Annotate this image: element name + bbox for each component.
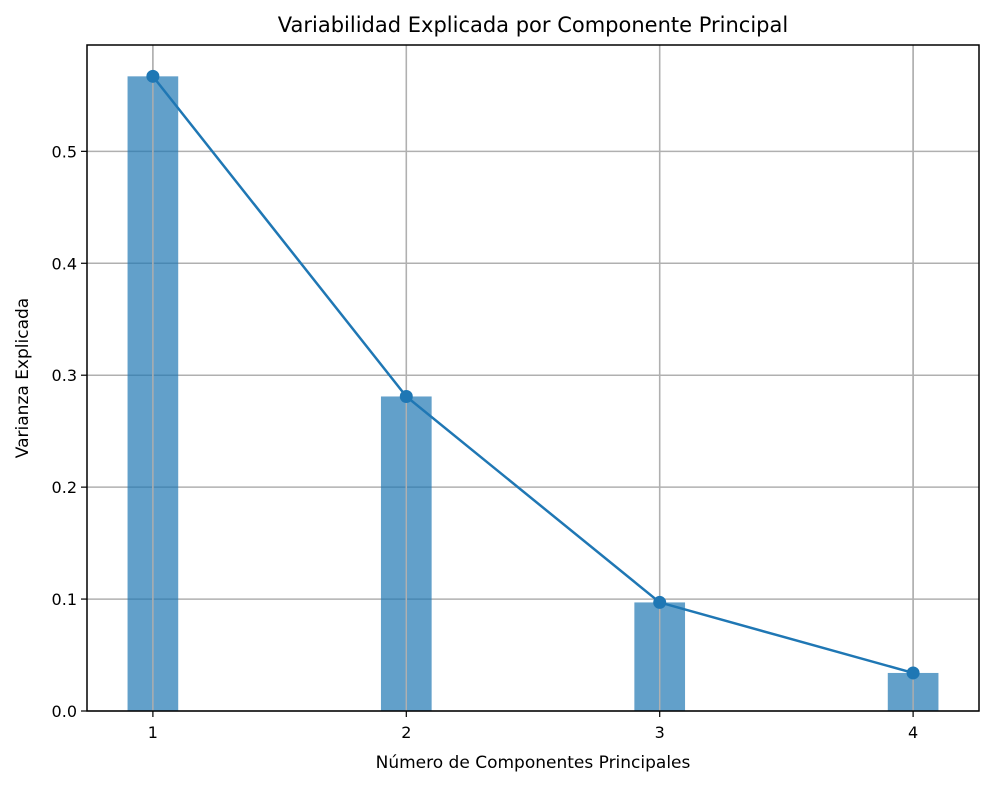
y-tick-label: 0.2 [52,478,77,497]
ticks-layer: 0.0 0.1 0.2 0.3 0.4 0.5 1 2 3 4 [52,142,919,742]
series-point [906,666,920,680]
plot-frame [86,44,980,712]
y-axis-label: Varianza Explicada [13,298,33,458]
x-tick-label: 1 [148,723,158,742]
series-point [653,595,667,609]
x-tick-label: 3 [655,723,665,742]
series-line [151,75,914,675]
y-tick-label: 0.3 [52,366,77,385]
grid-layer [87,45,979,712]
series-point [146,69,160,83]
x-tick-label: 2 [401,723,411,742]
y-tick-label: 0.1 [52,590,77,609]
line-layer [146,69,920,680]
y-tick-label: 0.4 [52,254,77,273]
y-tick-label: 0.0 [52,702,77,721]
bars-layer [127,45,939,711]
x-tick-label: 4 [908,723,918,742]
y-tick-label: 0.5 [52,142,77,161]
chart-title: Variabilidad Explicada por Componente Pr… [278,13,788,37]
series-point [399,389,413,403]
x-axis-label: Número de Componentes Principales [376,753,691,773]
